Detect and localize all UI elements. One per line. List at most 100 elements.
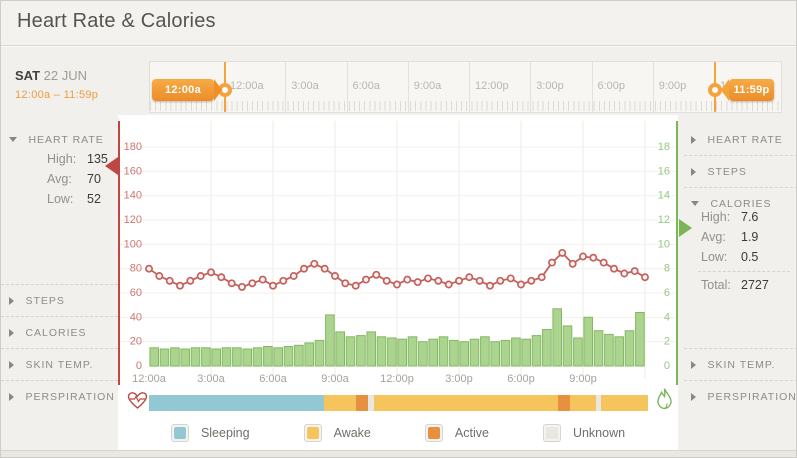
- divider: [684, 348, 796, 349]
- metric-skin-temp-left[interactable]: SKIN TEMP.: [9, 356, 93, 374]
- heart-rate-line: [145, 248, 649, 291]
- stat-high: High: 135: [47, 152, 108, 166]
- calorie-bars: [149, 308, 645, 367]
- flame-icon: [657, 388, 672, 410]
- calories-axis-pointer: [679, 219, 692, 237]
- chevron-right-icon: [9, 360, 14, 369]
- divider: [1, 284, 118, 285]
- activity-segment-unknown: [368, 395, 374, 411]
- heart-pulse-icon: [127, 392, 148, 409]
- svg-text:0: 0: [136, 360, 142, 372]
- slider-gridline: [469, 62, 470, 112]
- svg-text:8: 8: [664, 263, 670, 275]
- sleeping-swatch: [170, 424, 189, 442]
- chevron-right-icon: [691, 360, 696, 369]
- chevron-right-icon: [691, 167, 696, 176]
- slider-tick-label: 12:00a: [230, 80, 264, 92]
- svg-text:160: 160: [124, 165, 142, 177]
- svg-text:6: 6: [664, 287, 670, 299]
- activity-segment-awake: [373, 395, 558, 411]
- active-swatch: [424, 424, 443, 442]
- activity-segment-unknown: [596, 395, 602, 411]
- slider-start-badge[interactable]: 12:00a: [152, 79, 222, 101]
- slider-tick-label: 9:00a: [413, 80, 442, 92]
- slider-tick-label: 3:00a: [291, 80, 319, 92]
- slider-gridline: [346, 62, 348, 112]
- svg-text:20: 20: [130, 336, 142, 348]
- heart-rate-axis-pointer: [105, 157, 118, 175]
- metric-steps-right[interactable]: STEPS: [691, 163, 747, 181]
- legend-item-active: Active: [424, 424, 489, 442]
- svg-text:140: 140: [124, 190, 142, 202]
- activity-segment-awake: [601, 395, 648, 411]
- svg-text:40: 40: [130, 311, 142, 323]
- activity-segment-awake: [570, 395, 597, 411]
- metric-steps-left[interactable]: STEPS: [9, 292, 65, 310]
- divider: [1, 380, 118, 381]
- activity-segment-sleeping: [149, 395, 324, 411]
- header-bar: Heart Rate & Calories: [1, 1, 796, 46]
- metric-heart-rate-left[interactable]: HEART RATE: [9, 131, 104, 149]
- slider-tick-label: 12:00p: [475, 80, 509, 92]
- stat-avg: Avg: 70: [47, 172, 101, 186]
- slider-gridline: [407, 62, 409, 112]
- metric-perspiration-right[interactable]: PERSPIRATION: [691, 388, 796, 406]
- time-range-label: 12:00a – 11:59p: [15, 89, 99, 101]
- slider-tick-label: 3:00p: [536, 80, 564, 92]
- divider: [1, 348, 118, 349]
- awake-swatch: [303, 424, 322, 442]
- page-title: Heart Rate & Calories: [17, 10, 216, 32]
- slider-tick-label: 6:00a: [352, 80, 381, 92]
- chevron-right-icon: [691, 135, 696, 144]
- chevron-down-icon: [691, 201, 699, 207]
- chart-svg[interactable]: 1801601401201008060402001816141210864201…: [118, 115, 678, 451]
- legend-item-awake: Awake: [303, 424, 371, 442]
- metric-skin-temp-right[interactable]: SKIN TEMP.: [691, 356, 775, 374]
- stat-total: Total: 2727: [701, 278, 769, 292]
- footer-strip: [1, 451, 796, 457]
- unknown-swatch: [542, 424, 561, 442]
- svg-text:120: 120: [124, 214, 142, 226]
- chevron-right-icon: [9, 296, 14, 305]
- stat-high: High: 7.6: [701, 210, 759, 224]
- chevron-right-icon: [9, 392, 14, 401]
- svg-text:6:00p: 6:00p: [507, 373, 535, 385]
- slider-end-handle[interactable]: [708, 83, 722, 97]
- legend-item-sleeping: Sleeping: [170, 424, 250, 442]
- calories-axis: [676, 121, 678, 385]
- x-axis-labels: 12:00a 3:00a 6:00a 9:00a 12:00p 3:00p 6:00p 9:0…: [132, 373, 597, 385]
- svg-text:12:00p: 12:00p: [380, 373, 414, 385]
- slider-gridline: [285, 62, 287, 112]
- stat-low: Low: 52: [47, 192, 101, 206]
- divider: [684, 380, 796, 381]
- divider: [684, 155, 796, 156]
- metric-heart-rate-right[interactable]: HEART RATE: [691, 131, 783, 149]
- date-value: 22 JUN: [43, 68, 88, 83]
- slider-tick-strip: [150, 101, 781, 111]
- activity-segment-awake: [323, 395, 356, 411]
- metric-calories-left[interactable]: CALORIES: [9, 324, 87, 342]
- svg-text:6:00a: 6:00a: [259, 373, 287, 385]
- legend-item-unknown: Unknown: [542, 424, 625, 442]
- svg-text:16: 16: [658, 165, 670, 177]
- calories-ticks: 18 16 14 12 10 8 6 4 2 0: [658, 141, 670, 372]
- chevron-right-icon: [9, 328, 14, 337]
- heart-rate-axis: [118, 121, 120, 385]
- time-range-slider[interactable]: 12:00a 9:00p 6:00p 3:00p 12:00p 9:00a 6:00a 3:0…: [149, 61, 782, 113]
- svg-text:12:00a: 12:00a: [132, 373, 167, 385]
- metric-perspiration-left[interactable]: PERSPIRATION: [9, 388, 115, 406]
- stat-avg: Avg: 1.9: [701, 230, 759, 244]
- metric-calories-right[interactable]: CALORIES: [691, 195, 772, 213]
- slider-end-badge[interactable]: 11:59p: [721, 79, 774, 101]
- chevron-down-icon: [9, 137, 17, 143]
- divider: [698, 271, 790, 272]
- bottom-divider: [1, 450, 796, 451]
- svg-text:9:00a: 9:00a: [321, 373, 349, 385]
- svg-text:180: 180: [124, 141, 142, 153]
- slider-gridline: [591, 62, 593, 112]
- svg-text:60: 60: [130, 287, 142, 299]
- svg-text:100: 100: [124, 238, 142, 250]
- slider-gridline: [652, 62, 654, 112]
- svg-text:12: 12: [658, 214, 670, 226]
- activity-timeline-strip[interactable]: [149, 395, 648, 411]
